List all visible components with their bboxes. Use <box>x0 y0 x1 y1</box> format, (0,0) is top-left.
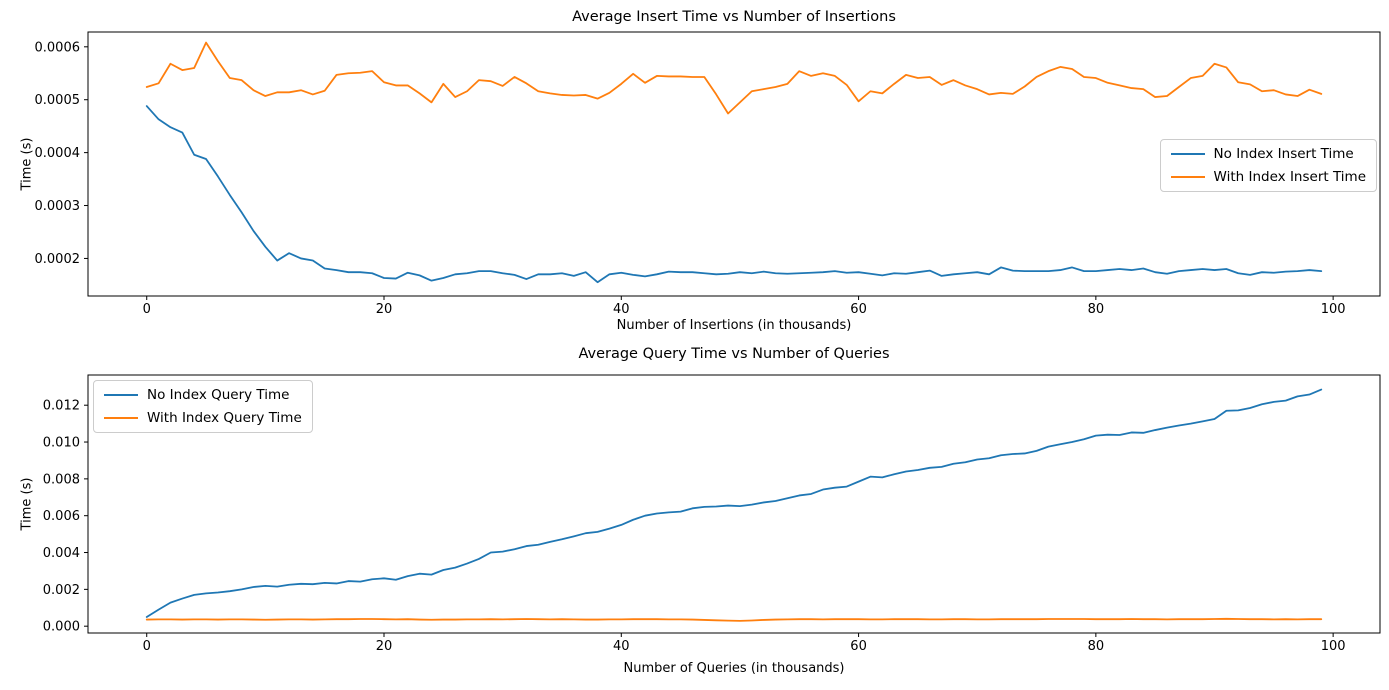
x-tick-label: 40 <box>613 302 630 317</box>
x-tick-label: 60 <box>850 639 867 654</box>
x-tick-label: 0 <box>143 302 151 317</box>
series-line <box>145 388 1323 618</box>
y-tick-label: 0.004 <box>43 546 80 561</box>
x-tick-label: 0 <box>143 639 151 654</box>
y-tick-label: 0.0005 <box>35 93 81 108</box>
x-tick-label: 100 <box>1321 302 1346 317</box>
orange-line-swatch-icon <box>1170 176 1205 178</box>
y-tick-label: 0.002 <box>43 583 80 598</box>
y-tick-label: 0.006 <box>43 509 80 524</box>
y-tick-label: 0.0004 <box>35 146 81 161</box>
legend-label: No Index Query Time <box>147 387 290 403</box>
x-tick-label: 80 <box>1088 639 1105 654</box>
x-tick-label: 80 <box>1088 302 1105 317</box>
y-tick-label: 0.010 <box>43 436 80 451</box>
blue-line-swatch-icon <box>104 394 138 396</box>
x-tick-label: 60 <box>850 302 867 317</box>
legend-label: With Index Query Time <box>147 410 302 426</box>
x-tick-label: 40 <box>613 639 630 654</box>
legend-item: With Index Insert Time <box>1170 169 1366 185</box>
insert-chart-title: Average Insert Time vs Number of Inserti… <box>572 9 896 25</box>
legend-label: No Index Insert Time <box>1213 146 1354 162</box>
y-tick-label: 0.0006 <box>35 40 81 55</box>
y-tick-label: 0.0002 <box>35 252 81 267</box>
legend-item: With Index Query Time <box>104 410 302 426</box>
y-tick-label: 0.008 <box>43 472 80 487</box>
legend-item: No Index Insert Time <box>1170 146 1366 162</box>
legend-item: No Index Query Time <box>104 387 302 403</box>
insert-chart-legend: No Index Insert Time With Index Insert T… <box>1159 139 1377 192</box>
x-tick-label: 20 <box>376 639 393 654</box>
series-line <box>145 105 1323 284</box>
y-tick-label: 0.012 <box>43 399 80 414</box>
x-tick-label: 100 <box>1321 639 1346 654</box>
y-tick-label: 0.000 <box>43 620 80 635</box>
insert-chart-xlabel: Number of Insertions (in thousands) <box>616 318 852 333</box>
query-chart-xlabel: Number of Queries (in thousands) <box>623 661 845 676</box>
query-chart-title: Average Query Time vs Number of Queries <box>578 346 890 362</box>
orange-line-swatch-icon <box>104 417 138 419</box>
blue-line-swatch-icon <box>1170 153 1205 155</box>
series-line <box>145 617 1323 622</box>
query-chart-ylabel: Time (s) <box>19 477 35 531</box>
x-tick-label: 20 <box>376 302 393 317</box>
legend-label: With Index Insert Time <box>1213 169 1366 185</box>
query-chart-legend: No Index Query Time With Index Query Tim… <box>93 380 313 433</box>
insert-chart-ylabel: Time (s) <box>19 137 35 191</box>
y-tick-label: 0.0003 <box>35 199 81 214</box>
series-line <box>145 41 1323 115</box>
